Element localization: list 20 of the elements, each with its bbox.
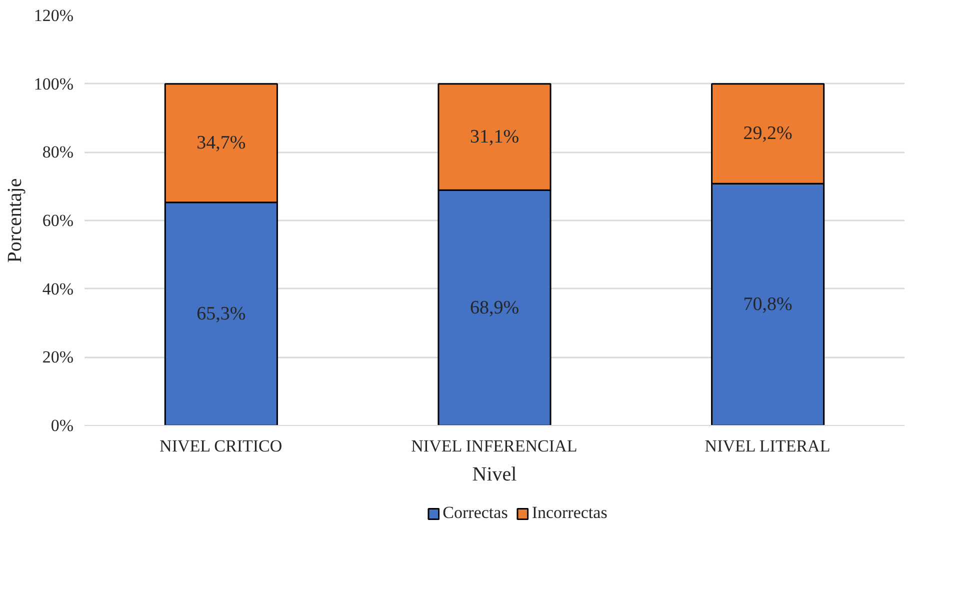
x-tick-label: NIVEL INFERENCIAL <box>411 436 578 456</box>
x-tick-label: NIVEL LITERAL <box>704 436 830 456</box>
data-label: 65,3% <box>196 303 246 324</box>
y-tick-label: 100% <box>34 74 74 94</box>
y-tick-label: 120% <box>34 6 74 25</box>
y-tick-label: 60% <box>42 211 74 230</box>
y-tick-label: 20% <box>42 348 74 367</box>
legend-label: Correctas <box>442 503 508 523</box>
y-tick-label: 40% <box>42 279 74 298</box>
data-label: 70,8% <box>743 294 793 316</box>
x-tick-label: NIVEL CRITICO <box>160 436 282 456</box>
y-tick-label: 80% <box>42 142 74 162</box>
legend-label: Incorrectas <box>532 503 608 523</box>
x-axis-title: Nivel <box>472 464 518 486</box>
data-label: 68,9% <box>470 297 520 318</box>
data-label: 34,7% <box>196 132 246 154</box>
y-tick-label: 0% <box>50 416 74 435</box>
y-axis-title: Porcentaje <box>4 178 26 263</box>
data-label: 31,1% <box>470 126 520 148</box>
data-label: 29,2% <box>743 123 793 144</box>
